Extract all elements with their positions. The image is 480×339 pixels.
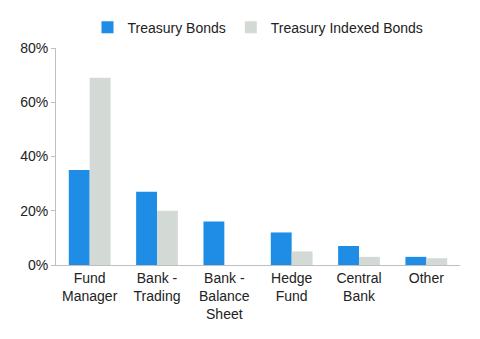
svg-text:FundManager: FundManager	[62, 270, 118, 304]
svg-text:80%: 80%	[20, 40, 48, 56]
svg-text:0%: 0%	[28, 257, 48, 273]
svg-text:60%: 60%	[20, 94, 48, 110]
svg-text:20%: 20%	[20, 203, 48, 219]
svg-text:HedgeFund: HedgeFund	[271, 270, 312, 304]
svg-text:Treasury Bonds: Treasury Bonds	[128, 20, 226, 36]
svg-text:Other: Other	[409, 270, 444, 286]
svg-text:40%: 40%	[20, 148, 48, 164]
svg-text:Treasury Indexed Bonds: Treasury Indexed Bonds	[271, 20, 423, 36]
svg-text:CentralBank: CentralBank	[336, 270, 381, 304]
svg-text:Bank -BalanceSheet: Bank -BalanceSheet	[199, 270, 250, 322]
svg-text:Bank -Trading: Bank -Trading	[134, 270, 181, 304]
